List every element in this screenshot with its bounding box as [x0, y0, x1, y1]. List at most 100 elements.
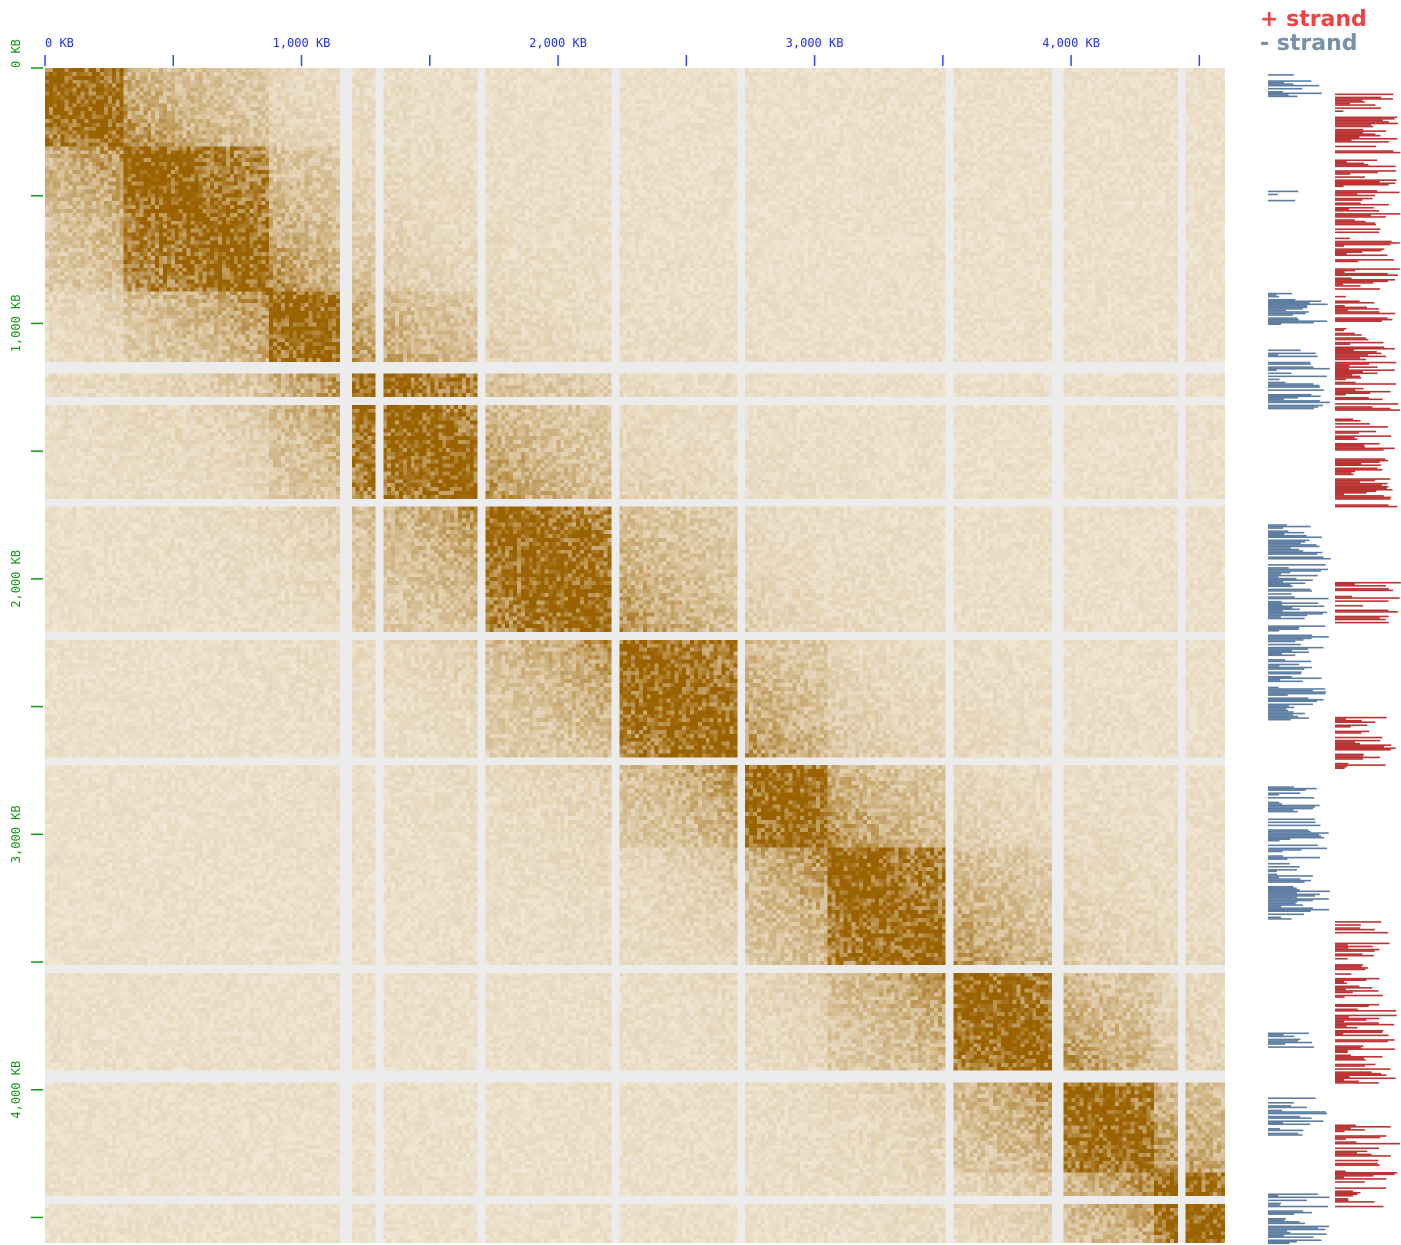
- plus-strand-bar-239: [1335, 979, 1367, 981]
- minus-strand-bar-235: [1268, 1120, 1324, 1122]
- minus-strand-bar-260: [1268, 1231, 1291, 1234]
- plus-strand-bar-107: [1335, 347, 1395, 350]
- minus-strand-bar-43: [1268, 378, 1280, 381]
- plus-strand-bar-62: [1335, 237, 1350, 240]
- plus-strand-bar-11: [1335, 119, 1383, 122]
- minus-strand-bar-209: [1268, 902, 1296, 905]
- plus-strand-bar-223: [1335, 931, 1389, 934]
- plus-strand-bar-26: [1335, 150, 1394, 152]
- minus-strand-bar-25: [1268, 312, 1306, 315]
- plus-strand-bar-203: [1335, 736, 1383, 739]
- plus-strand-bar-154: [1335, 458, 1386, 460]
- plus-strand-bar-66: [1335, 245, 1344, 247]
- minus-strand-bar-208: [1268, 901, 1298, 903]
- plus-strand-bar-211: [1335, 753, 1364, 756]
- minus-strand-bar-118: [1268, 643, 1301, 646]
- plus-strand-bar-139: [1335, 409, 1400, 411]
- minus-strand-bar-42: [1268, 375, 1327, 378]
- minus-strand-bar-210: [1268, 904, 1303, 906]
- plus-strand-bar-266: [1335, 1039, 1395, 1041]
- minus-strand-bar-84: [1268, 574, 1318, 577]
- minus-strand-bar-217: [1268, 918, 1292, 920]
- y-tick-label-8: 4,000 KB: [9, 1061, 23, 1119]
- plus-strand-bar-173: [1335, 492, 1367, 494]
- x-tick-label-4: 2,000 KB: [529, 36, 587, 50]
- minus-strand-bar-17: [1268, 300, 1322, 303]
- plus-strand-bar-124: [1335, 375, 1361, 378]
- minus-strand-bar-252: [1268, 1217, 1286, 1220]
- minus-strand-bar-66: [1268, 539, 1310, 542]
- plus-strand-bar-233: [1335, 964, 1363, 966]
- minus-strand-bar-195: [1268, 878, 1301, 880]
- plus-strand-bar-227: [1335, 947, 1349, 949]
- plus-strand-bar-272: [1335, 1051, 1348, 1054]
- plus-strand-bar-172: [1335, 490, 1377, 493]
- plus-strand-bar-218: [1335, 767, 1345, 769]
- minus-strand-bar-95: [1268, 596, 1295, 598]
- plus-strand-bar-288: [1335, 1124, 1356, 1127]
- plus-strand-bar-127: [1335, 381, 1356, 384]
- minus-strand-bar-178: [1268, 836, 1325, 839]
- plus-strand-bar-287: [1335, 1082, 1379, 1084]
- plus-strand-bar-279: [1335, 1068, 1391, 1070]
- plus-strand-bar-52: [1335, 210, 1380, 212]
- minus-strand-bar-173: [1268, 829, 1309, 831]
- y-axis: 0 KB 1,000 KB 2,000 KB 3,000 KB 4,000 KB: [9, 39, 43, 1219]
- plus-strand-bar-314: [1335, 1190, 1353, 1192]
- minus-strand-bar-229: [1268, 1106, 1307, 1109]
- plus-strand-bar-61: [1335, 231, 1380, 234]
- plus-strand-bar-204: [1335, 739, 1381, 742]
- plus-strand-bar-315: [1335, 1191, 1361, 1194]
- plus-strand-bar-171: [1335, 488, 1393, 491]
- minus-strand-bar-133: [1268, 675, 1292, 678]
- plus-strand-bar-75: [1335, 269, 1356, 272]
- plus-strand-bar-190: [1335, 611, 1399, 613]
- plus-strand-bar-182: [1335, 585, 1386, 587]
- plus-strand-bar-207: [1335, 744, 1392, 746]
- minus-strand-bar-132: [1268, 672, 1302, 675]
- plus-strand-bar-80: [1335, 278, 1396, 281]
- plus-strand-bar-231: [1335, 954, 1374, 957]
- plus-strand-bar-164: [1335, 478, 1391, 480]
- plus-strand-bar-112: [1335, 355, 1387, 358]
- minus-strand-bar-19: [1268, 303, 1328, 306]
- plus-strand-bar-58: [1335, 222, 1376, 224]
- plus-strand-bar-229: [1335, 950, 1375, 952]
- plus-strand-bar-96: [1335, 318, 1393, 321]
- plus-strand-bar-87: [1335, 300, 1360, 303]
- plus-strand-bar-278: [1335, 1065, 1366, 1067]
- minus-strand-bar-5: [1268, 87, 1303, 90]
- plus-strand-bar-116: [1335, 363, 1370, 365]
- minus-strand-bar-190: [1268, 869, 1297, 871]
- plus-strand-bar-152: [1335, 447, 1395, 450]
- minus-strand-bar-263: [1268, 1236, 1314, 1238]
- plus-strand-bar-54: [1335, 214, 1371, 217]
- plus-strand-bar-102: [1335, 337, 1366, 339]
- plus-strand-bar-45: [1335, 194, 1376, 197]
- plus-strand-bar-12: [1335, 121, 1390, 123]
- minus-strand-bar-155: [1268, 717, 1309, 719]
- minus-strand-bar-10: [1268, 190, 1299, 193]
- minus-strand-bar-62: [1268, 531, 1305, 534]
- plus-strand-bar-117: [1335, 364, 1350, 367]
- minus-strand-bar-152: [1268, 712, 1305, 715]
- minus-strand-bar-60: [1268, 527, 1284, 529]
- plus-strand-bar-33: [1335, 170, 1397, 172]
- minus-strand-bar-251: [1268, 1213, 1295, 1215]
- plus-strand-bar-138: [1335, 407, 1391, 410]
- x-tick-label-8: 4,000 KB: [1042, 36, 1100, 50]
- y-tick-label-6: 3,000 KB: [9, 805, 23, 863]
- minus-strand-bar-164: [1268, 803, 1283, 805]
- minus-strand-bar-165: [1268, 804, 1320, 807]
- plus-strand-bar-104: [1335, 341, 1384, 344]
- minus-strand-bar-97: [1268, 600, 1282, 603]
- plus-strand-bar-39: [1335, 182, 1396, 185]
- plus-strand-bar-225: [1335, 944, 1348, 946]
- plus-strand-bar-313: [1335, 1187, 1386, 1189]
- minus-strand-bar-59: [1268, 525, 1311, 528]
- plus-strand-bar-199: [1335, 724, 1368, 727]
- plus-strand-bar-189: [1335, 609, 1389, 612]
- plus-strand-bar-284: [1335, 1077, 1396, 1080]
- minus-strand-bar-124: [1268, 654, 1296, 657]
- minus-strand-bar-68: [1268, 542, 1301, 545]
